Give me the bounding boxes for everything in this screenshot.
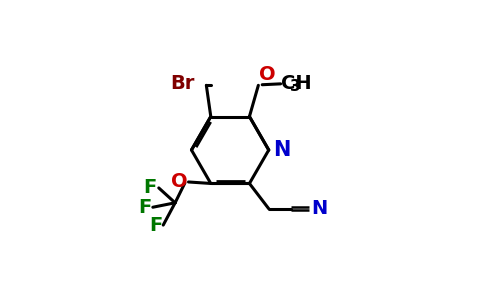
Text: Br: Br: [170, 74, 195, 93]
Text: N: N: [273, 140, 291, 160]
Text: O: O: [259, 65, 275, 84]
Text: F: F: [150, 216, 163, 235]
Text: 3: 3: [290, 79, 301, 94]
Text: F: F: [138, 198, 151, 217]
Text: N: N: [312, 199, 328, 218]
Text: F: F: [144, 178, 157, 197]
Text: O: O: [171, 172, 188, 191]
Text: CH: CH: [281, 74, 312, 93]
